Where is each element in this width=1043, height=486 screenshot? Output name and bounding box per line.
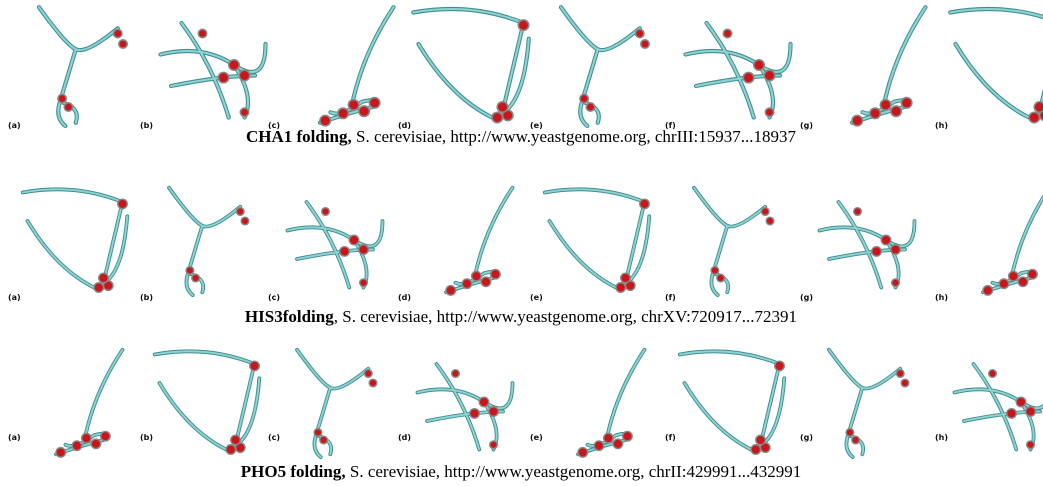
structure: [169, 188, 249, 295]
structure: [23, 189, 128, 292]
panels: (a) (b) (c) (d) (e) (f) (g) (h) CHA1 folding, S.…: [8, 7, 1043, 481]
panel-label: (h): [935, 433, 948, 442]
caption-bold: CHA1 folding,: [246, 127, 352, 146]
structure: [983, 188, 1043, 295]
structure: [561, 7, 649, 126]
structure: [413, 9, 529, 123]
structure: [155, 351, 260, 454]
caption-text: , S. cerevisiae, http://www.yeastgenome.…: [334, 307, 797, 326]
panel-label: (g): [800, 121, 813, 130]
structure: [686, 23, 791, 117]
structure: [829, 350, 909, 457]
structure: [955, 364, 1043, 450]
caption: CHA1 folding, S. cerevisiae, http://www.…: [246, 127, 797, 146]
structure: [288, 202, 383, 288]
caption: HIS3folding, S. cerevisiae, http://www.y…: [245, 307, 797, 326]
panel-label: (e): [530, 293, 543, 302]
panel-label: (d): [398, 293, 411, 302]
structure: [578, 350, 645, 457]
structure: [950, 9, 1043, 123]
panel-label: (f): [665, 293, 676, 302]
structure: [680, 351, 785, 454]
panel-label: (b): [140, 121, 153, 130]
panel-label: (b): [140, 433, 153, 442]
caption: PHO5 folding, S. cerevisiae, http://www.…: [241, 462, 801, 481]
structure: [418, 364, 513, 450]
panel-label: (a): [8, 433, 21, 442]
structure: [446, 188, 513, 295]
structure: [545, 189, 650, 292]
panel-label: (c): [268, 433, 280, 442]
caption-bold: HIS3folding: [245, 307, 334, 326]
panel-label: (a): [8, 121, 21, 130]
panel-label: (h): [935, 293, 948, 302]
figure: (a) (b) (c) (d) (e) (f) (g) (h) CHA1 folding, S.…: [0, 0, 1043, 486]
panel-label: (g): [800, 433, 813, 442]
structure: [852, 7, 926, 126]
panel-label: (g): [800, 293, 813, 302]
structure: [320, 7, 394, 126]
caption-text: S. cerevisiae, http://www.yeastgenome.or…: [352, 127, 797, 146]
caption-text: S. cerevisiae, http://www.yeastgenome.or…: [346, 462, 802, 481]
panel-label: (e): [530, 433, 543, 442]
panel-label: (h): [935, 121, 948, 130]
structure: [694, 188, 774, 295]
caption-bold: PHO5 folding,: [241, 462, 346, 481]
structure: [56, 350, 123, 457]
panel-label: (a): [8, 293, 21, 302]
structure: [161, 23, 266, 117]
panel-label: (d): [398, 433, 411, 442]
structure: [39, 7, 127, 126]
structure: [820, 202, 915, 288]
panel-label: (c): [268, 293, 280, 302]
panel-label: (f): [665, 433, 676, 442]
panel-label: (b): [140, 293, 153, 302]
structure: [297, 350, 377, 457]
